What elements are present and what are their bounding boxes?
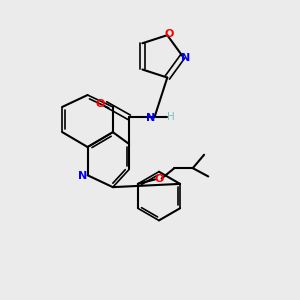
Text: O: O [165,29,174,39]
Text: N: N [146,112,155,123]
Text: O: O [154,174,164,184]
Text: H: H [167,112,175,122]
Text: O: O [95,99,105,109]
Text: N: N [181,53,190,63]
Text: N: N [78,171,87,181]
